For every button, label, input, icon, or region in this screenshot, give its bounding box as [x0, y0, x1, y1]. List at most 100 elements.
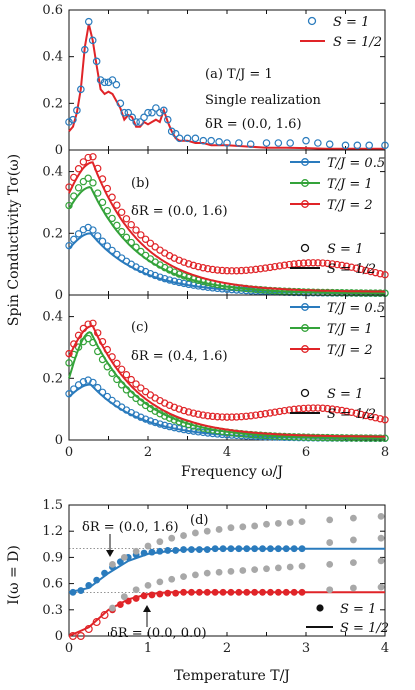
panel-d-label: (d)	[190, 513, 208, 528]
data-point	[218, 413, 226, 421]
panel-d-dr-lower: δR = (0.0, 0.0)	[110, 626, 207, 641]
data-point	[156, 590, 164, 598]
data-point	[108, 246, 116, 255]
data-point	[70, 340, 78, 348]
legend-label: T/J = 0.5	[327, 156, 385, 171]
data-point	[371, 434, 380, 442]
data-point	[137, 413, 145, 421]
data-point	[89, 378, 97, 387]
data-point	[280, 406, 289, 415]
data-point	[252, 431, 260, 439]
data-point	[195, 588, 203, 596]
data-point	[112, 80, 121, 89]
data-point	[218, 266, 226, 275]
data-point	[376, 289, 384, 297]
data-point	[319, 433, 327, 442]
data-point	[203, 588, 211, 596]
data-point	[94, 329, 102, 337]
legend-label: S = 1	[327, 242, 363, 257]
data-point	[144, 108, 152, 117]
data-point	[298, 588, 306, 596]
data-point	[98, 198, 107, 207]
data-point	[309, 433, 317, 442]
data-point	[333, 260, 341, 269]
data-point	[314, 259, 322, 267]
data-point	[275, 262, 284, 270]
data-point	[132, 547, 140, 555]
legend-marker-circle	[300, 388, 310, 398]
data-point	[70, 192, 78, 200]
data-point	[377, 557, 385, 565]
data-point	[319, 288, 327, 297]
data-point	[286, 519, 294, 526]
data-point	[122, 215, 131, 223]
legend-marker-circle	[301, 345, 309, 353]
data-point	[371, 414, 380, 422]
data-point	[251, 566, 259, 574]
data-point	[274, 519, 282, 527]
series-line-s-half	[68, 547, 385, 594]
data-point	[266, 432, 274, 440]
data-point	[376, 415, 384, 423]
data-point	[280, 432, 289, 441]
x-tick-label: 2	[223, 641, 231, 656]
data-point	[98, 388, 107, 396]
data-point	[211, 545, 219, 553]
data-point	[228, 413, 236, 421]
data-point	[195, 546, 203, 553]
data-point	[136, 118, 144, 126]
data-point	[347, 289, 356, 297]
data-point	[113, 250, 121, 259]
data-point	[146, 417, 155, 425]
data-point	[371, 268, 380, 277]
data-point	[180, 272, 188, 280]
data-point	[74, 165, 83, 173]
data-point	[323, 259, 332, 268]
data-point	[213, 266, 222, 274]
data-point	[137, 231, 145, 239]
data-point	[274, 564, 282, 572]
data-point	[84, 334, 92, 343]
data-point	[132, 118, 140, 126]
data-point	[73, 106, 81, 115]
legend-label: S = 1	[333, 15, 369, 30]
data-point	[160, 106, 168, 115]
data-point	[156, 108, 164, 117]
data-point	[275, 287, 284, 295]
data-point	[96, 76, 105, 84]
series-line-t-j-2	[68, 161, 385, 293]
legend-label: T/J = 0.5	[327, 301, 385, 316]
data-point	[188, 546, 195, 553]
legend-label: S = 1	[327, 387, 363, 402]
data-point	[275, 407, 284, 416]
y-tick-label: 0.6	[42, 3, 63, 18]
data-point	[94, 232, 102, 240]
data-point	[94, 347, 102, 356]
data-point	[247, 266, 255, 274]
panel-c-dr: δR = (0.4, 1.6)	[131, 349, 228, 364]
data-point	[94, 189, 102, 197]
data-point	[192, 529, 199, 537]
legend-marker-circle	[301, 200, 309, 208]
legend-marker-circle	[307, 16, 317, 26]
data-point	[141, 387, 150, 396]
data-point	[256, 265, 265, 273]
data-point	[271, 286, 279, 295]
data-point	[146, 269, 155, 278]
y-tick-label: 0.4	[42, 50, 63, 65]
data-point	[365, 141, 374, 150]
data-point	[362, 434, 370, 442]
legend-marker-circle	[301, 324, 309, 332]
data-point	[194, 410, 202, 418]
panel-a: 0 0.2 0.4 0.6 S = 1 S = 1/2	[42, 3, 389, 158]
data-point	[98, 237, 107, 245]
data-point	[113, 359, 121, 368]
x-tick-label: 0	[65, 445, 73, 460]
x-tick-label: 2	[144, 445, 152, 460]
data-point	[127, 375, 135, 384]
data-point	[256, 410, 265, 419]
data-point	[323, 433, 332, 442]
legend-label: T/J = 2	[327, 343, 373, 358]
data-point	[261, 431, 270, 440]
data-point	[180, 573, 187, 581]
